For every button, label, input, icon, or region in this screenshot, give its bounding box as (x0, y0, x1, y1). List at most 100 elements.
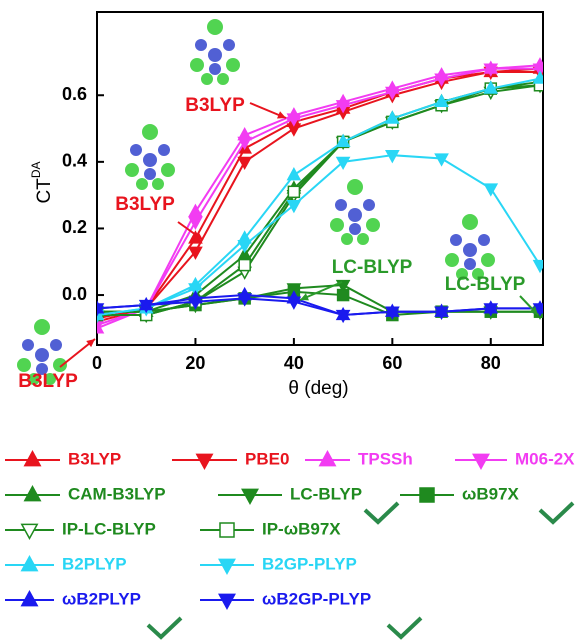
legend-item: IP-LC-BLYP (5, 519, 156, 538)
legend-label: B2GP-PLYP (262, 554, 357, 573)
molecule-atom (35, 348, 49, 362)
molecule-atom (136, 178, 148, 190)
checkmarks (148, 503, 573, 637)
legend-item: ωB2GP-PLYP (200, 589, 371, 608)
legend-item: LC-BLYP (218, 484, 362, 503)
legend-label: CAM-B3LYP (68, 484, 166, 503)
legend-item: ωB97X (400, 484, 520, 503)
molecule-atom (348, 208, 362, 222)
legend-item: PBE0 (172, 449, 289, 468)
annotation: B3LYP (185, 95, 245, 116)
marker (220, 523, 234, 537)
molecule-atom (50, 339, 62, 351)
x-tick-label: 20 (185, 353, 205, 373)
legend-item: IP-ωB97X (200, 519, 341, 538)
y-tick-label: 0.4 (62, 151, 87, 171)
legend-item: CAM-B3LYP (5, 484, 166, 503)
y-axis-label-main: CT (34, 178, 55, 204)
y-tick-label: 0.6 (62, 84, 87, 104)
legend-label: ωB97X (462, 484, 520, 503)
molecule-atom (53, 358, 67, 372)
molecule-atom (17, 358, 31, 372)
marker (534, 261, 546, 272)
marker (22, 557, 37, 571)
y-axis-label-sup: DA (29, 162, 43, 179)
checkmark (388, 618, 421, 637)
y-tick-label: 0.2 (62, 217, 87, 237)
x-tick-label: 80 (481, 353, 501, 373)
marker (25, 452, 40, 466)
molecule-atom (357, 233, 369, 245)
molecule-atom (223, 39, 235, 51)
molecule-atom (125, 163, 139, 177)
molecule-atom (445, 253, 459, 267)
legend-label: TPSSh (358, 449, 413, 468)
marker (25, 487, 40, 501)
legend-item: B3LYP (5, 449, 121, 468)
molecule-atom (463, 243, 477, 257)
marker (288, 169, 300, 180)
molecule-image (445, 214, 495, 280)
legend-label: IP-ωB97X (262, 519, 341, 538)
molecule-atom (226, 58, 240, 72)
molecule-atom (161, 163, 175, 177)
checkmark (540, 503, 573, 522)
molecule-atom (349, 223, 361, 235)
legend-label: ωB2GP-PLYP (262, 589, 371, 608)
legend-label: LC-BLYP (290, 484, 362, 503)
marker (197, 454, 212, 468)
legend-item: TPSSh (305, 449, 413, 468)
marker (242, 489, 257, 503)
y-tick-label: 0.0 (62, 284, 87, 304)
molecule-atom (341, 233, 353, 245)
legend-item: M06-2X (455, 449, 575, 468)
molecule-atom (142, 124, 158, 140)
marker (22, 592, 37, 606)
molecule-image (125, 124, 175, 190)
x-axis-label: θ (deg) (288, 378, 348, 399)
molecule-atom (158, 144, 170, 156)
legend-label: B2PLYP (62, 554, 127, 573)
molecule-atom (195, 39, 207, 51)
molecule-atom (130, 144, 142, 156)
marker (189, 217, 201, 228)
molecule-atom (217, 73, 229, 85)
marker (473, 454, 488, 468)
checkmark (148, 618, 181, 637)
marker (288, 201, 300, 212)
molecule-atom (152, 178, 164, 190)
annotation: LC-BLYP (445, 274, 526, 295)
x-tick-label: 0 (92, 353, 102, 373)
annotation: B3LYP (18, 371, 78, 392)
molecule-atom (464, 258, 476, 270)
marker (239, 260, 250, 271)
legend-item: B2GP-PLYP (200, 554, 357, 573)
molecule-atom (450, 234, 462, 246)
legend-label: IP-LC-BLYP (62, 519, 156, 538)
molecule-atom (335, 199, 347, 211)
legend-label: B3LYP (68, 449, 121, 468)
legend-label: PBE0 (245, 449, 289, 468)
molecule-image (330, 179, 380, 245)
marker (320, 452, 335, 466)
marker (219, 559, 234, 573)
molecule-atom (144, 168, 156, 180)
marker (22, 524, 37, 538)
molecule-atom (201, 73, 213, 85)
chart: 0 20 40 60 80 0.0 0.2 0.4 0.6 θ (deg) CTDA B3LYP B3L… (0, 0, 584, 642)
legend-item: B2PLYP (5, 554, 127, 573)
molecule-atom (207, 19, 223, 35)
marker (239, 157, 251, 168)
marker (338, 290, 349, 301)
molecule-atom (22, 339, 34, 351)
y-axis-label: CTDA (29, 162, 55, 204)
marker (420, 488, 434, 502)
molecule-atom (190, 58, 204, 72)
molecule-atom (34, 319, 50, 335)
marker (219, 594, 234, 608)
annotation: B3LYP (115, 194, 175, 215)
x-tick-label: 60 (382, 353, 402, 373)
x-tick-label: 40 (284, 353, 304, 373)
molecule-atom (347, 179, 363, 195)
checkmark (365, 503, 398, 522)
